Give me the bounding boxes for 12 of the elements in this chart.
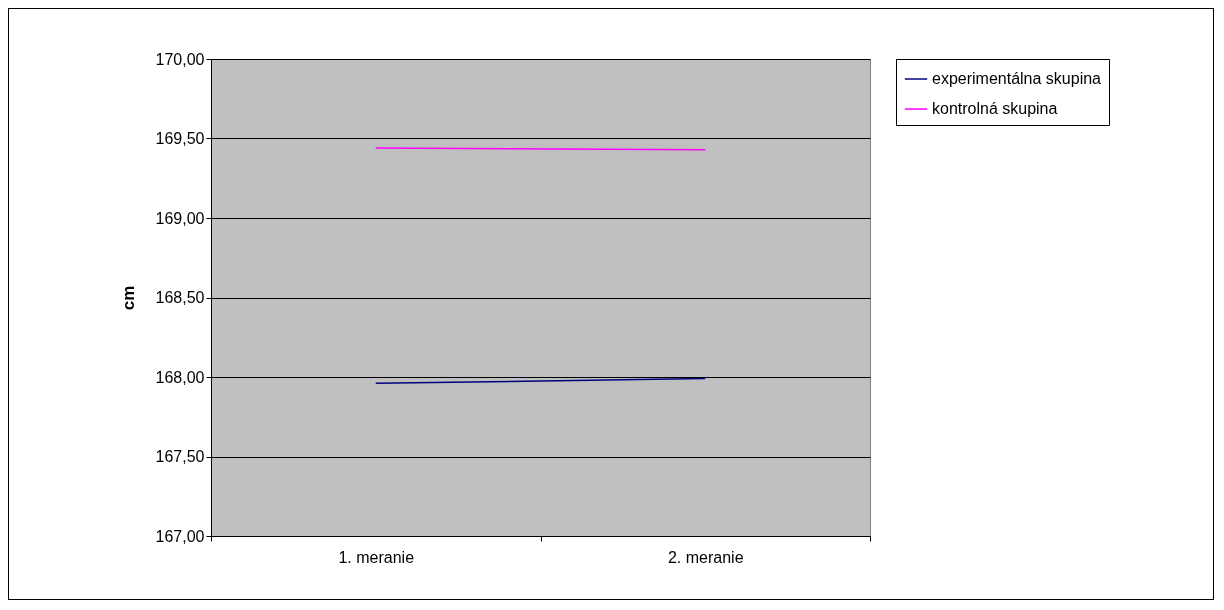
y-tick-label: 167,00 — [155, 527, 205, 545]
y-tick-label: 170,00 — [155, 50, 205, 68]
x-tick-label: 2. meranie — [667, 548, 744, 566]
y-tick-label: 169,00 — [155, 209, 205, 227]
legend-label: kontrolná skupina — [932, 100, 1058, 117]
y-tick-label: 169,50 — [155, 130, 205, 147]
legend-label: experimentálna skupina — [932, 70, 1102, 87]
y-tick-label: 167,50 — [155, 448, 205, 465]
y-axis-title: cm — [118, 285, 138, 311]
x-tick-label: 1. meranie — [338, 548, 415, 566]
y-tick-label: 168,00 — [155, 368, 205, 386]
y-tick-label: 168,50 — [155, 289, 205, 306]
